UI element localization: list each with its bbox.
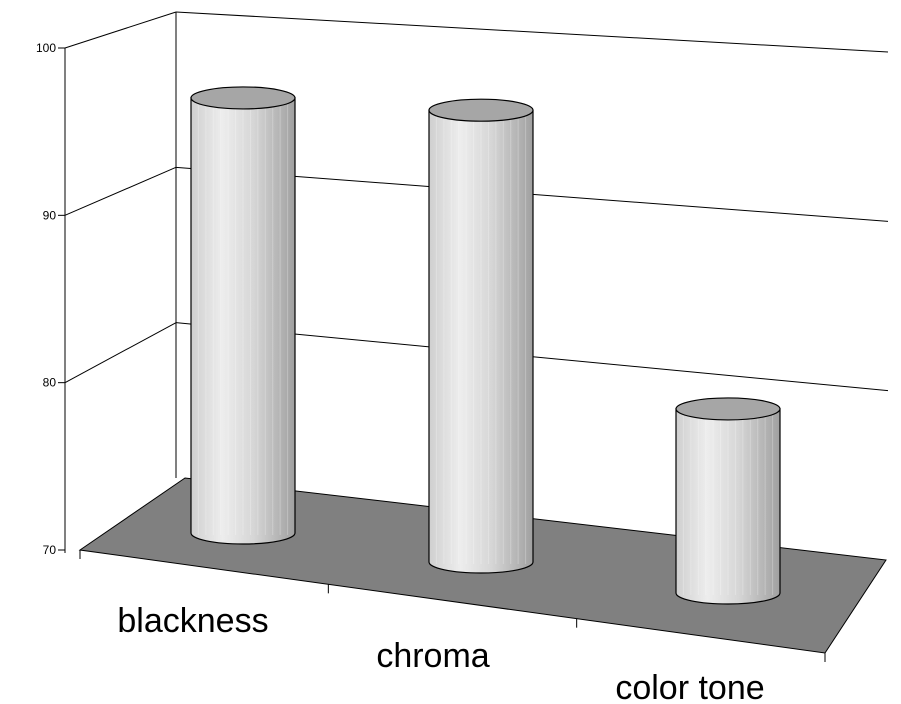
category-label-chroma: chroma: [376, 637, 489, 675]
cylinder-top: [675, 397, 781, 421]
y-tick-label: 90: [43, 208, 57, 222]
cylinders: [190, 86, 781, 605]
cylinder-body: [675, 408, 781, 605]
category-label-blackness: blackness: [117, 602, 268, 640]
y-axis: 70 80 90 100: [36, 41, 66, 557]
cylinder-body: [190, 97, 296, 545]
cylinder-blackness: [190, 86, 296, 545]
x-axis-ticks: [79, 550, 826, 662]
gridline-side: [64, 166, 177, 216]
y-tick-label: 100: [36, 41, 56, 55]
gridline-side: [64, 322, 177, 384]
x-axis-labels: blackness chroma color tone: [117, 602, 764, 704]
cylinder-color-tone: [675, 397, 781, 605]
y-tick-label: 80: [43, 376, 57, 390]
cylinder-top: [190, 86, 296, 110]
cylinder-body: [428, 109, 534, 574]
y-tick-label: 70: [43, 543, 57, 557]
gridline-side: [64, 11, 177, 49]
cylinder-top: [428, 98, 534, 122]
gridline-back: [175, 11, 889, 53]
category-label-color-tone: color tone: [615, 669, 764, 704]
cylinder-chroma: [428, 98, 534, 574]
